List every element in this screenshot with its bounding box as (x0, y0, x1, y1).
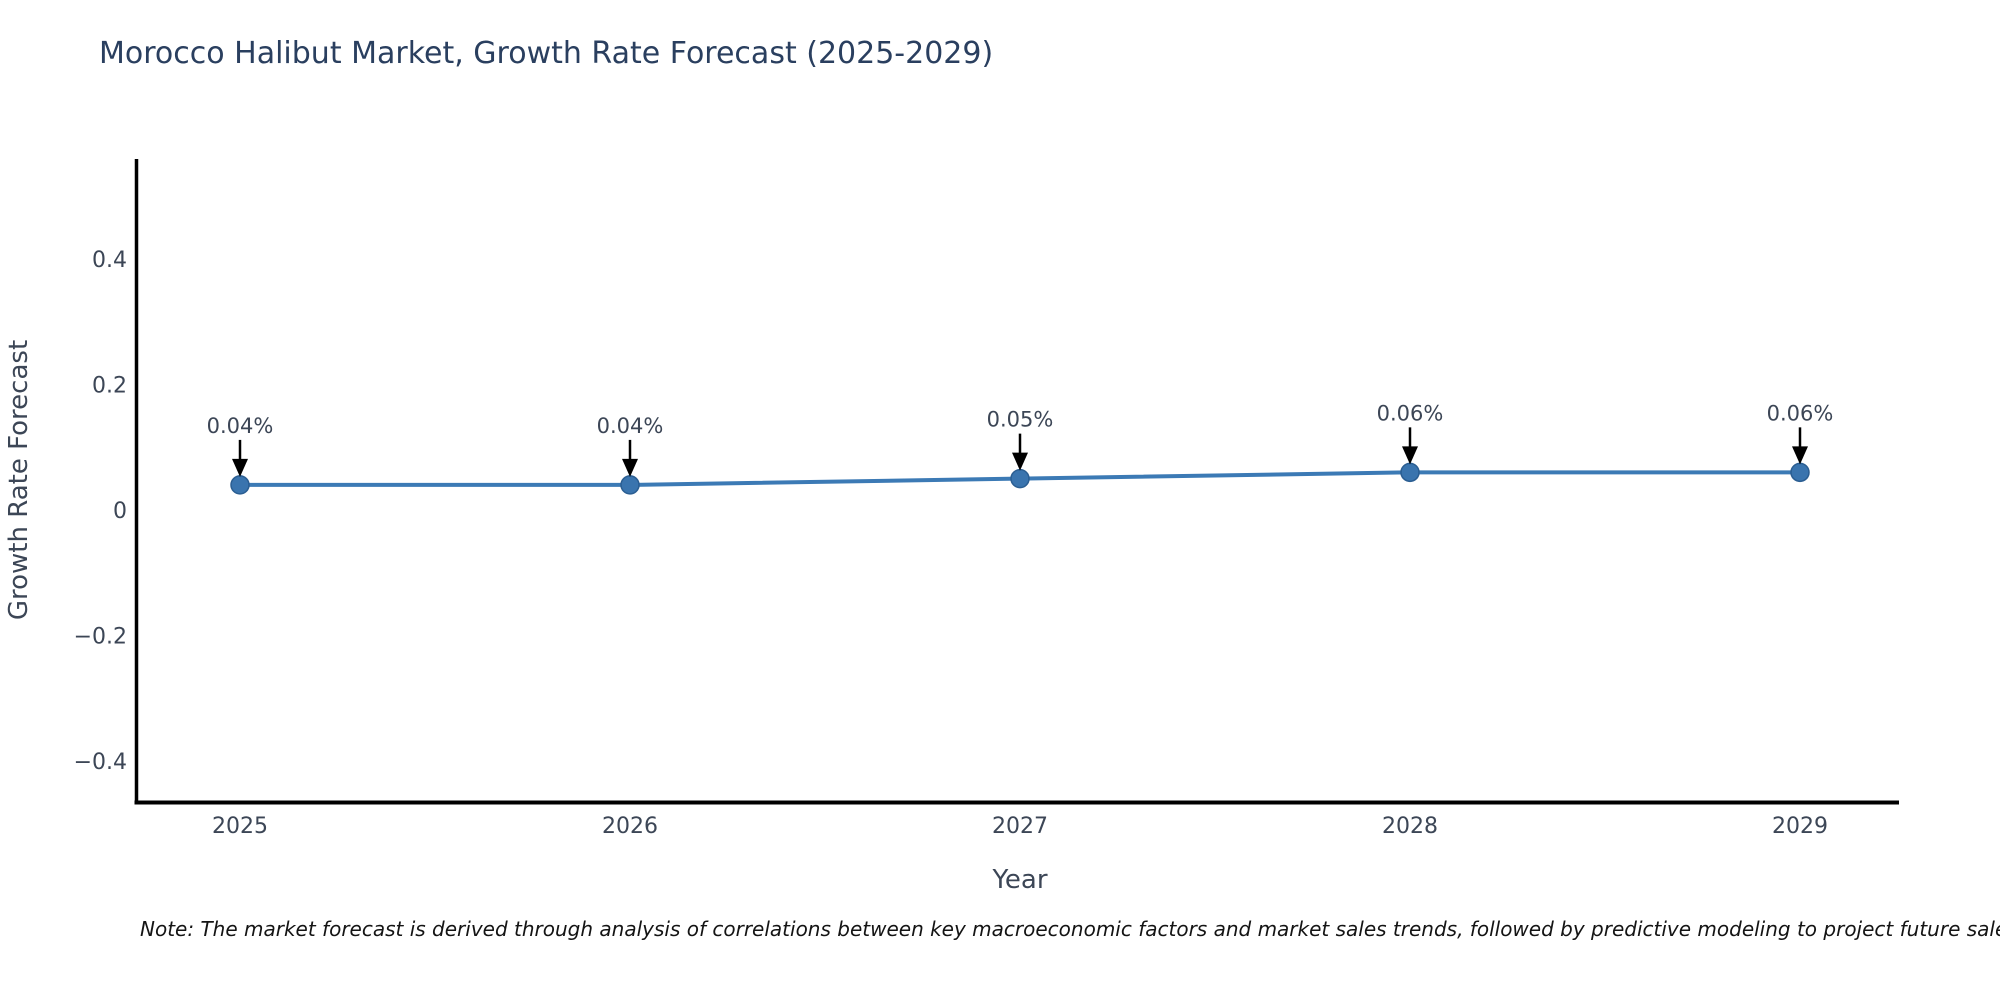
annotation-value-label: 0.05% (987, 408, 1054, 432)
y-axis-title: Growth Rate Forecast (4, 340, 34, 620)
x-axis-title: Year (991, 865, 1047, 895)
annotation-value-label: 0.04% (597, 414, 664, 438)
footnote-text: Note: The market forecast is derived thr… (140, 917, 2000, 941)
y-tick-label: 0.4 (92, 248, 127, 273)
x-tick-label: 2028 (1382, 814, 1438, 839)
y-tick-label: 0 (113, 499, 127, 524)
annotation-arrow-head (622, 458, 638, 477)
annotation-value-label: 0.04% (207, 414, 274, 438)
x-tick-label: 2027 (992, 814, 1048, 839)
annotation-arrow-head (232, 458, 248, 477)
y-tick-label: −0.4 (74, 750, 127, 775)
y-tick-label: −0.2 (74, 625, 127, 650)
annotation-arrow-head (1402, 446, 1418, 465)
data-point-marker[interactable] (230, 475, 250, 495)
annotation-arrow-head (1012, 452, 1028, 471)
x-tick-label: 2029 (1772, 814, 1828, 839)
data-point-marker[interactable] (620, 475, 640, 495)
x-tick-label: 2025 (212, 814, 268, 839)
data-point-marker[interactable] (1400, 462, 1420, 483)
y-tick-label: 0.2 (92, 374, 127, 399)
annotation-arrow-head (1792, 446, 1808, 465)
data-point-marker[interactable] (1790, 462, 1810, 483)
annotation-value-label: 0.06% (1767, 401, 1834, 425)
data-point-marker[interactable] (1010, 468, 1030, 489)
annotation-value-label: 0.06% (1377, 401, 1444, 425)
x-tick-label: 2026 (602, 814, 658, 839)
chart-title: Morocco Halibut Market, Growth Rate Fore… (99, 36, 994, 71)
